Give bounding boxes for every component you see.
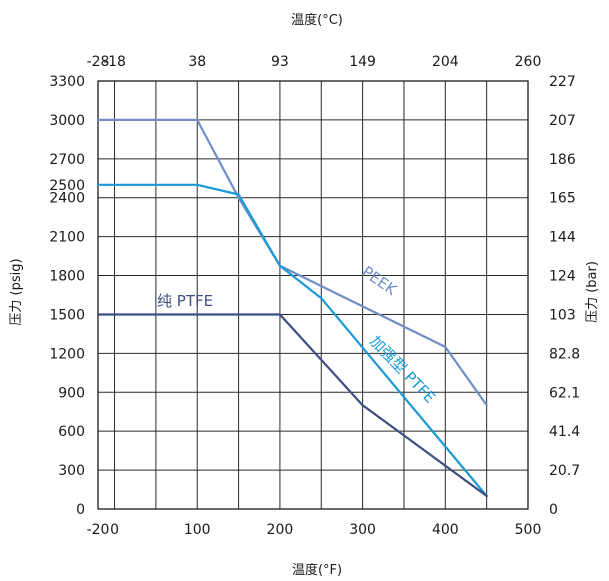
y2-tick-label: 41.4 [549, 424, 580, 440]
y-tick-label: 0 [76, 502, 85, 518]
y-tick-label: 3300 [49, 74, 85, 90]
y2-tick-label: 62.1 [549, 385, 580, 401]
x-tick-label: 100 [184, 522, 211, 538]
y2-tick-labels: 0 20.7 41.4 62.1 82.8 103 124 144 165 186 207 227 [549, 74, 580, 518]
y-tick-label: 900 [58, 385, 85, 401]
x-axis-title: 温度(°F) [292, 562, 342, 578]
y2-tick-label: 0 [549, 502, 558, 518]
y2-tick-label: 82.8 [549, 346, 580, 362]
y-tick-label: 600 [58, 424, 85, 440]
y2-axis-title: 压力 (bar) [585, 261, 600, 323]
x-tick-label: 200 [267, 522, 294, 538]
y-tick-label: 3000 [49, 113, 85, 129]
x2-tick-label: 93 [271, 54, 289, 70]
plot-frame [97, 80, 529, 510]
y2-tick-label: 144 [549, 230, 576, 246]
series-line-1 [96, 183, 488, 498]
y2-tick-label: 186 [549, 152, 576, 168]
y-tick-label: 2400 [49, 191, 85, 207]
y-tick-label: 300 [58, 463, 85, 479]
x-tick-label: -20 [87, 522, 110, 538]
x2-tick-label: 38 [188, 54, 206, 70]
x-tick-labels: -20 0 100 200 300 400 500 [87, 522, 542, 538]
x-tick-label: 300 [349, 522, 376, 538]
y-tick-label: 2100 [49, 230, 85, 246]
series-label-peek: PEEK [359, 263, 401, 300]
x-tick-label: 500 [515, 522, 542, 538]
y-axis-title: 压力 (psig) [9, 258, 24, 325]
series-lines [96, 118, 488, 498]
x2-tick-labels: -28-18 38 93 149 204 260 [87, 54, 542, 70]
series-label-pure-ptfe: 纯 PTFE [157, 292, 213, 310]
x2-axis-title: 温度(°C) [291, 12, 343, 28]
x2-tick-label: 149 [349, 54, 376, 70]
y2-tick-label: 207 [549, 113, 576, 129]
y2-tick-label: 165 [549, 191, 576, 207]
y-tick-label: 1200 [49, 346, 85, 362]
y-tick-label: 1800 [49, 269, 85, 285]
x2-tick-label: 260 [515, 54, 542, 70]
x-tick-label: 0 [110, 522, 119, 538]
y-tick-label: 1500 [49, 307, 85, 323]
y2-tick-label: 124 [549, 269, 576, 285]
y2-tick-label: 103 [549, 307, 576, 323]
x2-tick-label: -28 [87, 54, 110, 70]
x2-tick-label: 204 [432, 54, 459, 70]
y-tick-label: 2500 [49, 178, 85, 194]
y2-tick-label: 20.7 [549, 463, 580, 479]
y-tick-label: 2700 [49, 152, 85, 168]
y2-tick-label: 227 [549, 74, 576, 90]
x-tick-label: 400 [432, 522, 459, 538]
series-line-2 [96, 313, 488, 498]
x2-tick-label: -18 [103, 54, 126, 70]
